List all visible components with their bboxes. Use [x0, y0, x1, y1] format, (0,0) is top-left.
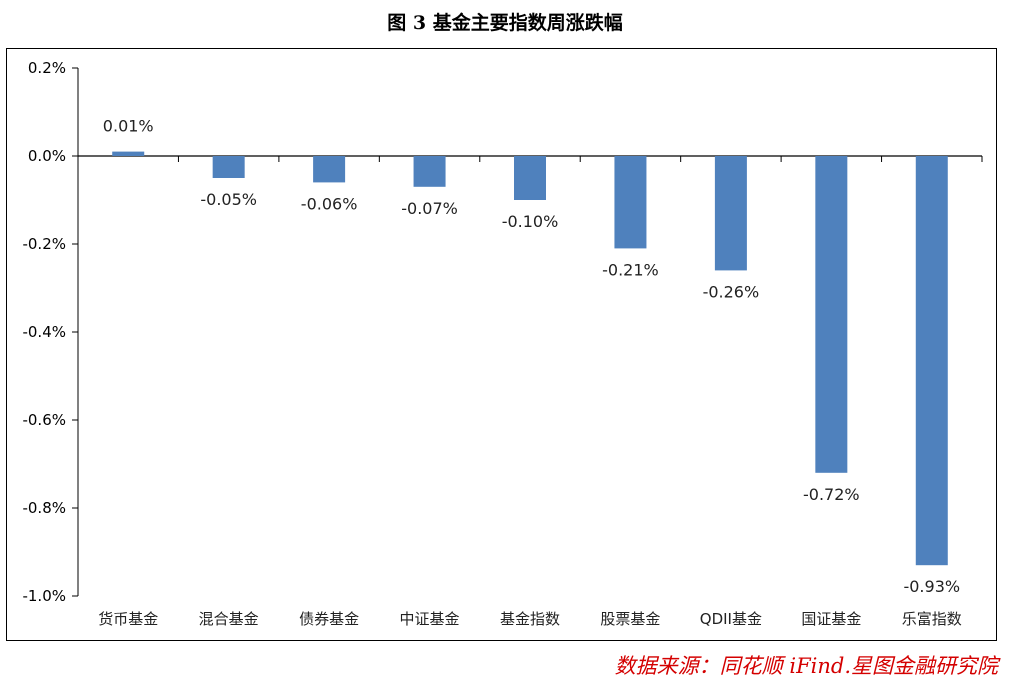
bar-3 — [413, 156, 446, 187]
category-label: 中证基金 — [400, 610, 460, 628]
data-label: -0.26% — [703, 282, 760, 301]
category-label: 基金指数 — [500, 610, 560, 628]
data-source-note: 数据来源：同花顺 iFind.星图金融研究院 — [614, 654, 998, 678]
bar-4 — [514, 156, 546, 200]
bar-8 — [915, 156, 948, 566]
bar-0 — [112, 151, 145, 156]
y-tick-label: -0.8% — [22, 499, 66, 517]
bar-6 — [714, 156, 747, 271]
chart-frame — [6, 48, 997, 641]
category-label: QDII基金 — [700, 610, 762, 628]
data-label: -0.10% — [502, 212, 559, 231]
bar-1 — [212, 156, 245, 178]
y-tick-label: -0.2% — [22, 235, 66, 253]
bar-2 — [313, 156, 346, 183]
data-label: -0.93% — [903, 577, 960, 596]
chart-title: 图 3 基金主要指数周涨跌幅 — [387, 12, 623, 34]
category-label: 货币基金 — [98, 610, 158, 628]
category-label: 乐富指数 — [902, 610, 962, 628]
y-tick-label: -0.4% — [22, 323, 66, 341]
data-label: -0.21% — [602, 260, 659, 279]
category-label: 股票基金 — [600, 610, 660, 628]
y-tick-label: -1.0% — [22, 587, 66, 605]
category-label: 混合基金 — [199, 610, 259, 628]
category-label: 债券基金 — [299, 610, 359, 628]
data-label: -0.05% — [200, 190, 257, 209]
data-label: -0.72% — [803, 485, 860, 504]
bar-5 — [614, 156, 647, 249]
data-label: 0.01% — [103, 117, 154, 136]
data-label: -0.07% — [401, 199, 458, 218]
category-label: 国证基金 — [801, 610, 861, 628]
y-tick-label: -0.6% — [22, 411, 66, 429]
y-tick-label: 0.2% — [28, 59, 66, 77]
bar-7 — [815, 156, 848, 473]
data-label: -0.06% — [301, 194, 358, 213]
y-tick-label: 0.0% — [28, 147, 66, 165]
